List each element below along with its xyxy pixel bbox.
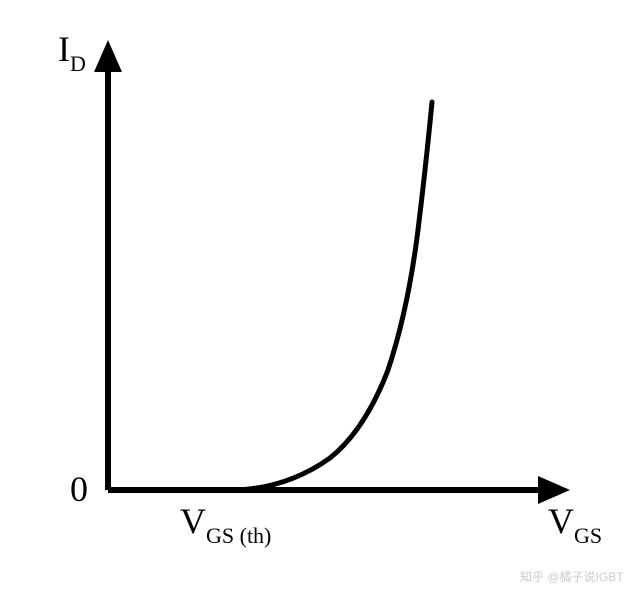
y-axis-label-main: I	[58, 29, 70, 69]
threshold-label-sub: GS (th)	[206, 523, 271, 548]
origin-label: 0	[70, 468, 88, 510]
x-axis-label-sub: GS	[574, 523, 602, 548]
id-vgs-curve	[155, 102, 432, 490]
transfer-characteristic-chart: ID 0 VGS (th) VGS 知乎 @橘子说IGBT	[0, 0, 640, 593]
y-axis-label: ID	[58, 28, 86, 71]
watermark-text: 知乎 @橘子说IGBT	[520, 568, 624, 585]
y-axis-label-sub: D	[70, 51, 86, 76]
threshold-label: VGS (th)	[180, 500, 271, 543]
x-axis-label: VGS	[548, 500, 602, 543]
threshold-label-main: V	[180, 501, 206, 541]
chart-svg	[0, 0, 640, 593]
y-axis-arrow	[94, 40, 122, 72]
x-axis-label-main: V	[548, 501, 574, 541]
